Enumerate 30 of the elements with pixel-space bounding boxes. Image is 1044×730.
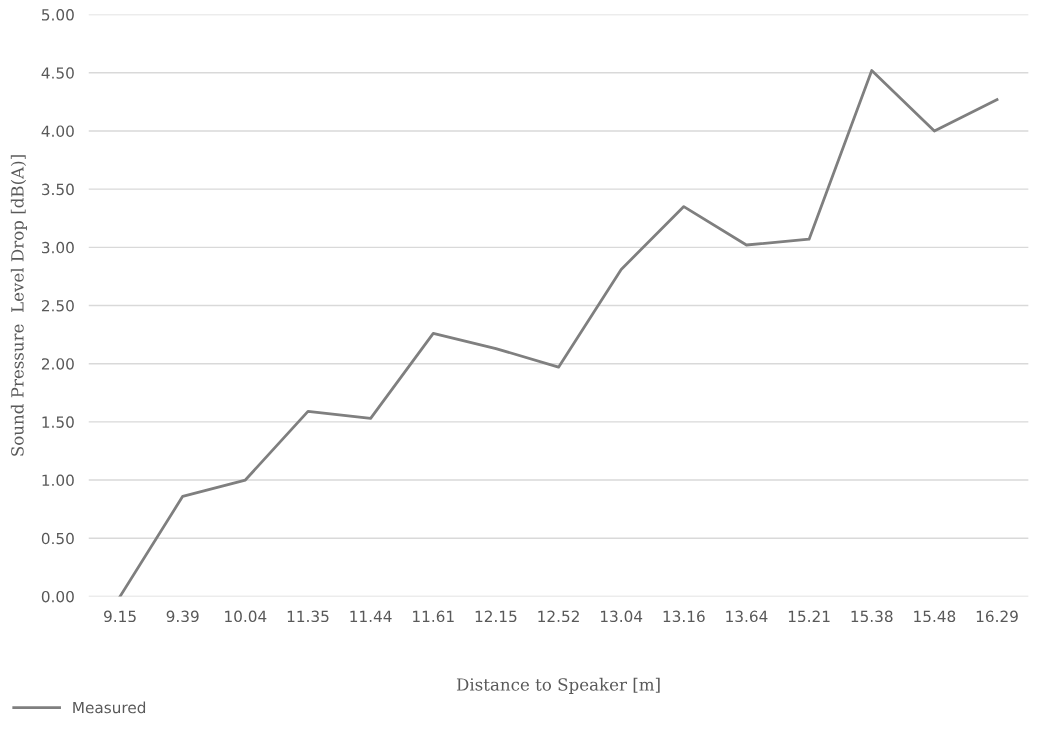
x-tick-label: 9.15 [104,610,136,623]
x-tick-label: 10.04 [225,610,267,623]
y-tick-label: 4.00 [41,125,74,137]
y-tick-label: 3.00 [42,241,74,254]
x-tick-label: 13.04 [600,610,643,623]
x-tick-label: 13.64 [726,610,768,623]
x-tick-label: 13.16 [663,610,705,623]
y-tick-label: 5.00 [42,9,74,21]
x-tick-label: 9.39 [166,610,199,623]
line-series [118,69,999,597]
y-tick-label: 1.50 [42,416,74,428]
legend-label: Measured [73,701,146,714]
y-tick-label: 3.50 [42,183,74,196]
y-axis-title: Sound Pressure Level Drop [dB(A)] [10,155,27,456]
y-tick-label: 4.50 [41,67,74,79]
x-tick-label: 15.48 [914,610,956,623]
y-tick-label: 1.00 [42,474,74,487]
x-tick-label: 15.21 [788,610,830,623]
x-tick-label: 15.38 [851,610,893,623]
x-axis-title: Distance to Speaker [m] [456,677,660,694]
x-tick-label: 11.44 [350,610,392,622]
x-tick-label: 12.15 [475,610,517,623]
x-tick-label: 12.52 [538,610,579,623]
y-tick-label: 0.00 [41,590,74,603]
y-tick-label: 0.50 [41,532,74,545]
x-tick-label: 11.61 [413,610,454,623]
y-tick-label: 2.50 [41,299,74,312]
x-tick-label: 16.29 [976,610,1018,623]
y-tick-label: 2.00 [41,358,74,370]
x-tick-label: 11.35 [287,610,329,623]
